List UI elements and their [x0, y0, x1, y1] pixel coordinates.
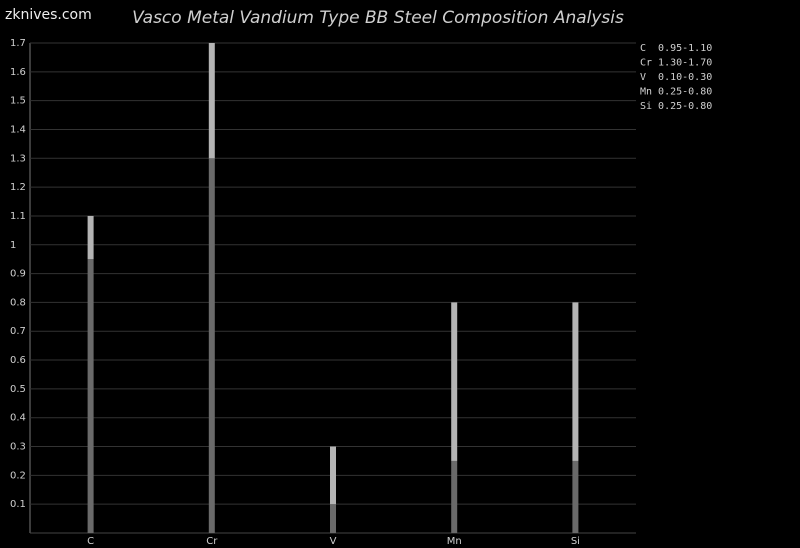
legend-entry: Mn 0.25-0.80	[640, 87, 712, 98]
y-tick-label: 1.3	[10, 153, 26, 164]
legend-entry: C 0.95-1.10	[640, 43, 712, 54]
bar-range	[572, 302, 579, 461]
bar-range	[451, 302, 458, 461]
bar-range	[87, 215, 94, 260]
y-tick-label: 1.7	[10, 38, 26, 49]
y-tick-label: 0.6	[10, 355, 26, 366]
bar-low	[87, 259, 94, 533]
y-tick-label: 0.4	[10, 413, 26, 424]
y-tick-label: 1	[10, 240, 16, 251]
legend-entry: Cr 1.30-1.70	[640, 58, 712, 69]
bar-low	[572, 460, 579, 533]
legend-entry: Si 0.25-0.80	[640, 101, 712, 112]
y-tick-label: 0.5	[10, 384, 26, 395]
bar-low	[451, 460, 458, 533]
bar-low	[330, 504, 336, 533]
y-tick-label: 1.1	[10, 211, 26, 222]
x-tick-label: Cr	[206, 536, 218, 547]
bar-range	[208, 43, 215, 159]
y-tick-label: 0.3	[10, 442, 26, 453]
y-tick-label: 0.8	[10, 297, 26, 308]
bar-low	[208, 158, 215, 533]
legend-entry: V 0.10-0.30	[640, 72, 712, 83]
x-tick-label: Si	[571, 536, 580, 547]
brand: zknives.com	[5, 7, 92, 23]
y-tick-label: 1.2	[10, 182, 26, 193]
y-tick-label: 0.2	[10, 470, 26, 481]
y-tick-label: 0.7	[10, 326, 26, 337]
x-tick-label: Mn	[447, 536, 462, 547]
chart-title: Vasco Metal Vandium Type BB Steel Compos…	[132, 8, 624, 28]
y-tick-label: 1.6	[10, 67, 26, 78]
x-tick-label: C	[87, 536, 94, 547]
bar-range	[330, 446, 336, 505]
y-tick-label: 1.5	[10, 96, 26, 107]
y-tick-label: 0.1	[10, 499, 26, 510]
x-tick-label: V	[330, 536, 337, 547]
y-tick-label: 1.4	[10, 124, 26, 135]
y-tick-label: 0.9	[10, 269, 26, 280]
